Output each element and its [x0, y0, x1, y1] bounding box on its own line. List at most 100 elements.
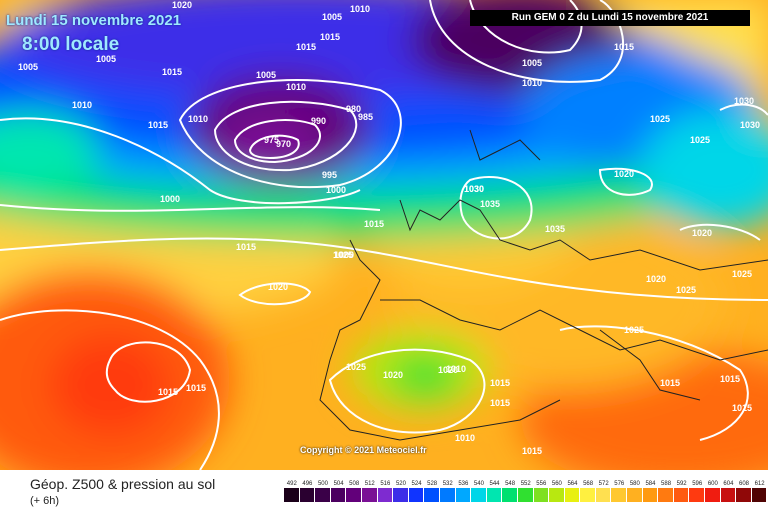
isobar-label: 1020: [646, 274, 666, 284]
scale-tick-label: 512: [364, 481, 375, 487]
scale-tick-label: 592: [676, 481, 687, 487]
isobar-label: 1030: [464, 184, 484, 194]
scale-cell: 556: [533, 480, 550, 502]
scale-cell: 552: [517, 480, 534, 502]
scale-swatch: [564, 488, 581, 502]
scale-cell: 524: [408, 480, 425, 502]
scale-cell: 584: [642, 480, 659, 502]
scale-tick-label: 564: [567, 481, 578, 487]
run-label: Run GEM 0 Z du Lundi 15 novembre 2021: [470, 10, 750, 26]
isobar-label: 1030: [740, 120, 760, 130]
isobar-label: 1015: [158, 387, 178, 397]
scale-tick-label: 532: [442, 481, 453, 487]
isobar-label: 1015: [490, 398, 510, 408]
scale-swatch: [533, 488, 550, 502]
scale-swatch: [705, 488, 721, 502]
scale-tick-label: 516: [380, 481, 391, 487]
scale-tick-label: 604: [723, 481, 734, 487]
scale-cell: 508: [346, 480, 362, 502]
isobar-label: 1005: [96, 54, 116, 64]
isobar-label: 1015: [614, 42, 634, 52]
isobar-label: 1030: [734, 96, 754, 106]
scale-cell: 540: [471, 480, 487, 502]
scale-tick-label: 560: [551, 481, 562, 487]
isobar-label: 1005: [322, 12, 342, 22]
scale-swatch: [580, 488, 596, 502]
isobar-label: 995: [322, 170, 337, 180]
isobar-label: 970: [276, 139, 291, 149]
scale-tick-label: 588: [661, 481, 672, 487]
scale-cell: 544: [486, 480, 503, 502]
isobar-label: 1025: [333, 250, 353, 260]
isobar-label: 1020: [268, 282, 288, 292]
scale-tick-label: 520: [395, 481, 406, 487]
isobar-label: 1035: [545, 224, 565, 234]
isobar-label: 1015: [148, 120, 168, 130]
scale-swatch: [299, 488, 316, 502]
isobar-label: 1010: [455, 433, 475, 443]
isobar-label: 1015: [720, 374, 740, 384]
isobar-label: 1010: [188, 114, 208, 124]
scale-tick-label: 552: [520, 481, 531, 487]
scale-cell: 560: [549, 480, 565, 502]
scale-swatch: [486, 488, 503, 502]
scale-swatch: [595, 488, 612, 502]
isobar-label: 1005: [522, 58, 542, 68]
isobar-label: 980: [346, 104, 361, 114]
scale-tick-label: 508: [349, 481, 360, 487]
scale-swatch: [471, 488, 487, 502]
scale-swatch: [611, 488, 628, 502]
scale-cell: 512: [361, 480, 378, 502]
isobar-label: 1015: [522, 446, 542, 456]
scale-tick-label: 504: [333, 481, 344, 487]
scale-swatch: [284, 488, 300, 502]
scale-cell: 564: [564, 480, 581, 502]
scale-tick-label: 568: [583, 481, 594, 487]
scale-swatch: [424, 488, 440, 502]
scale-cell: 500: [315, 480, 331, 502]
date-label: Lundi 15 novembre 2021: [6, 12, 182, 29]
scale-cell: 520: [393, 480, 409, 502]
isobar-label: 1025: [690, 135, 710, 145]
scale-cell: 568: [580, 480, 596, 502]
isobar-label: 1015: [186, 383, 206, 393]
isobar-labels: 1005 1005 1015 1020 1000 1015 1010 1005 1015 1010…: [18, 0, 760, 456]
isobar-label: 1015: [236, 242, 256, 252]
isobar-label: 1030: [464, 184, 484, 194]
isobar-label: 1020: [438, 365, 458, 375]
scale-cell: 496: [299, 480, 316, 502]
scale-cell: 548: [502, 480, 518, 502]
isobar-label: 1010: [446, 364, 466, 374]
isobar-label: 1015: [162, 67, 182, 77]
scale-cell: 576: [611, 480, 628, 502]
scale-tick-label: 596: [692, 481, 703, 487]
isobar-label: 1020: [692, 228, 712, 238]
scale-cell: 596: [689, 480, 706, 502]
scale-swatch: [408, 488, 425, 502]
isobar-label: 1025: [624, 325, 644, 335]
scale-swatch: [720, 488, 737, 502]
scale-tick-label: 584: [645, 481, 656, 487]
isobar-label: 1015: [660, 378, 680, 388]
scale-swatch: [658, 488, 674, 502]
scale-cell: 588: [658, 480, 674, 502]
isobar-label: 990: [311, 116, 326, 126]
isobar-label: 1015: [490, 378, 510, 388]
scale-swatch: [455, 488, 472, 502]
scale-tick-label: 608: [739, 481, 750, 487]
color-scale: 492 496 500 504 508 512 516 520 524 528 532 536 540 5…: [284, 480, 768, 502]
scale-tick-label: 496: [302, 481, 313, 487]
scale-cell: 604: [720, 480, 737, 502]
scale-swatch: [439, 488, 456, 502]
scale-swatch: [315, 488, 331, 502]
scale-cell: 592: [673, 480, 690, 502]
copyright-label: Copyright © 2021 Meteociel.fr: [300, 445, 427, 455]
scale-swatch: [736, 488, 752, 502]
scale-swatch: [346, 488, 362, 502]
isobar-label: 1025: [650, 114, 670, 124]
scale-tick-label: 540: [473, 481, 484, 487]
scale-swatch: [642, 488, 659, 502]
scale-cell: 580: [627, 480, 643, 502]
scale-cell: 612: [751, 480, 768, 502]
